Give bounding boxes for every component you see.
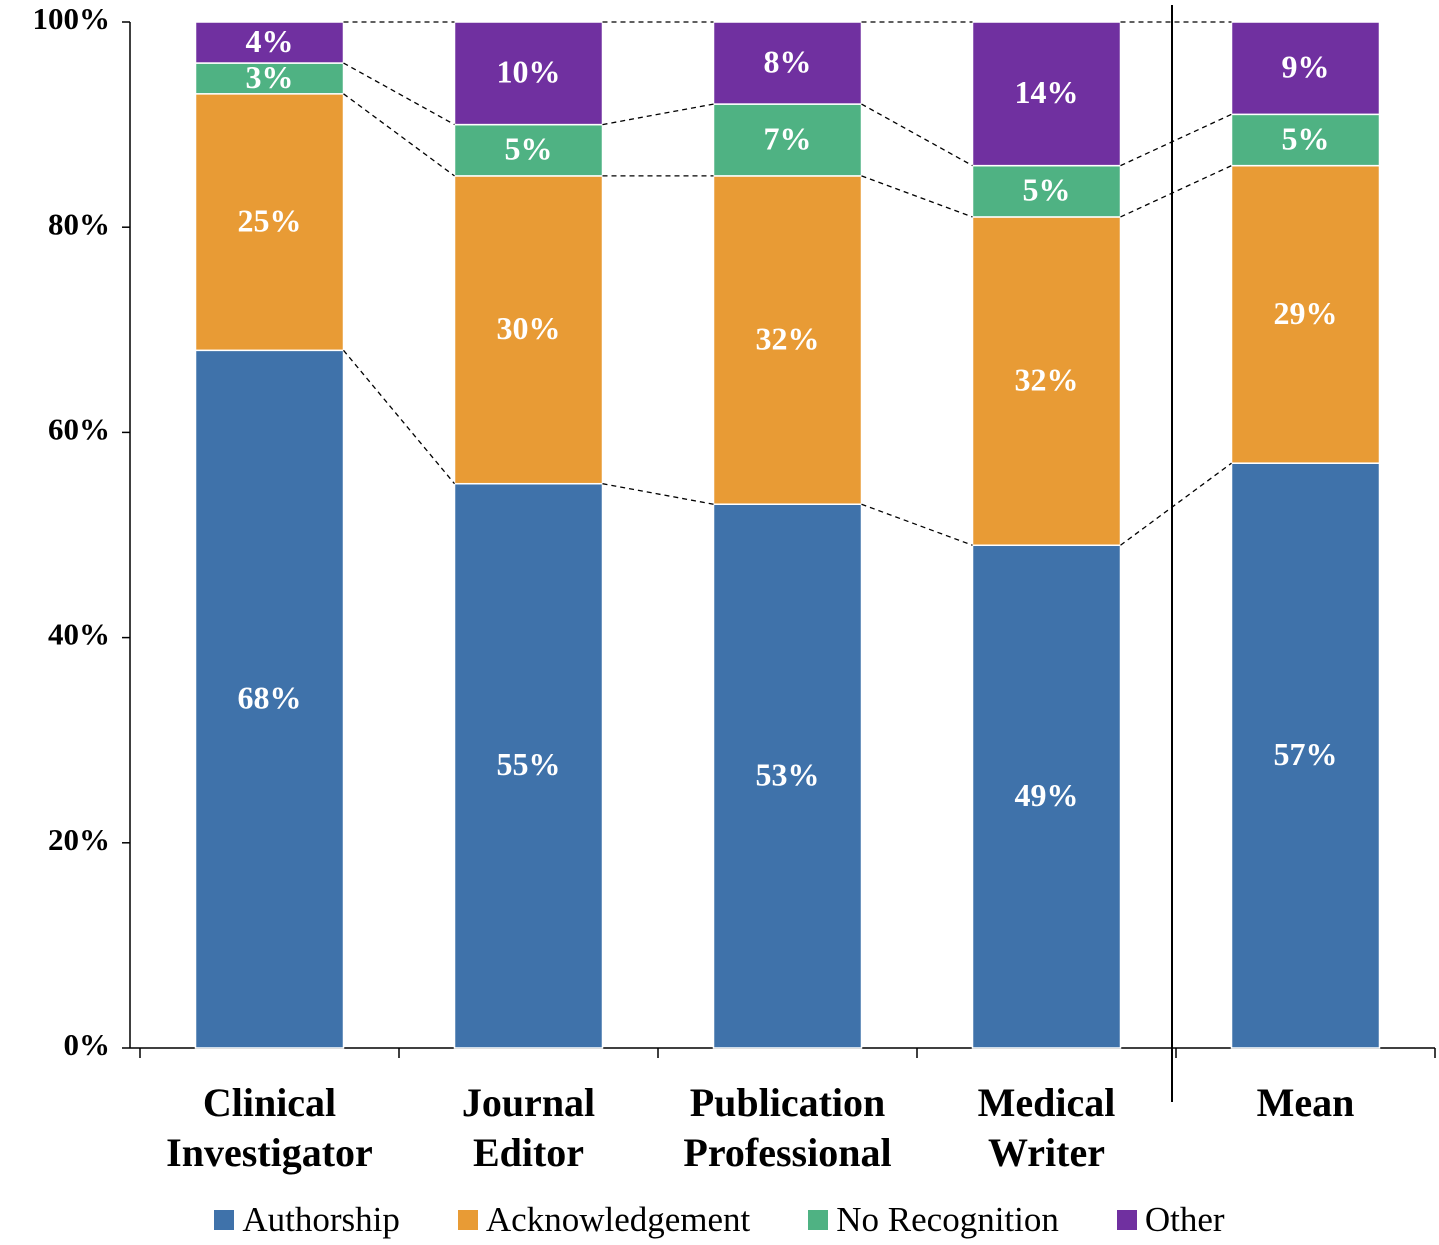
y-tick-label: 60%	[48, 412, 110, 447]
connector	[343, 93, 455, 177]
connector	[861, 175, 973, 218]
data-label: 25%	[238, 202, 302, 238]
bar-segment	[971, 216, 1122, 547]
data-label: 29%	[1274, 295, 1338, 331]
x-tick-label: Mean	[1256, 1080, 1355, 1125]
data-label: 7%	[764, 120, 812, 156]
y-tick-label: 0%	[64, 1027, 111, 1062]
legend: Authorship Acknowledgement No Recognition O…	[0, 1200, 1439, 1240]
data-label: 30%	[497, 310, 561, 346]
x-tick-label: Journal Editor	[461, 1080, 596, 1175]
bar-segment	[712, 503, 863, 1049]
data-label: 49%	[1015, 777, 1079, 813]
bar-segment	[194, 349, 345, 1049]
bar-segment	[1230, 164, 1381, 464]
bar-segment	[453, 175, 604, 485]
legend-item: No Recognition	[808, 1200, 1059, 1240]
data-label: 32%	[756, 320, 820, 356]
legend-item: Other	[1116, 1200, 1225, 1240]
data-label: 10%	[497, 54, 561, 90]
bar-segment	[971, 21, 1122, 167]
data-label: 55%	[497, 746, 561, 782]
connector	[1120, 113, 1232, 167]
bar-segment	[1230, 462, 1381, 1049]
x-tick-label: Medical Writer	[977, 1080, 1116, 1175]
connector	[1120, 462, 1232, 546]
connector	[861, 503, 973, 546]
bar-segment	[712, 21, 863, 105]
bar-segment	[194, 93, 345, 352]
y-tick-label: 40%	[48, 617, 110, 652]
connector	[602, 483, 714, 505]
connector	[343, 62, 455, 126]
data-label: 4%	[246, 23, 294, 59]
data-label: 5%	[1023, 172, 1071, 208]
data-label: 5%	[505, 131, 553, 167]
legend-item: Authorship	[214, 1200, 400, 1240]
bar-segment	[453, 482, 604, 1049]
bar-segment	[194, 62, 345, 95]
y-tick-label: 80%	[48, 206, 110, 241]
bar-segment	[712, 103, 863, 177]
connector	[861, 103, 973, 167]
bar-segment	[453, 21, 604, 126]
x-tick-label: Clinical Investigator	[166, 1080, 373, 1175]
data-label: 57%	[1274, 736, 1338, 772]
data-label: 8%	[764, 43, 812, 79]
legend-label: Authorship	[242, 1200, 400, 1239]
bar-segment	[1230, 113, 1381, 167]
legend-label: Acknowledgement	[485, 1200, 751, 1239]
y-tick-label: 20%	[48, 822, 110, 857]
bar-segment	[971, 164, 1122, 218]
connector	[1120, 165, 1232, 218]
data-label: 32%	[1015, 361, 1079, 397]
y-tick-label: 100%	[33, 1, 111, 36]
legend-swatch	[808, 1210, 829, 1230]
legend-swatch	[214, 1210, 235, 1230]
data-label: 68%	[238, 680, 302, 716]
legend-item: Acknowledgement	[457, 1200, 751, 1240]
data-label: 5%	[1282, 120, 1330, 156]
data-label: 3%	[246, 59, 294, 95]
bar-segment	[1230, 21, 1381, 116]
connector	[343, 349, 455, 485]
legend-swatch	[1116, 1210, 1137, 1230]
legend-label: No Recognition	[836, 1200, 1059, 1239]
legend-label: Other	[1144, 1200, 1225, 1239]
data-label: 14%	[1015, 74, 1079, 110]
x-tick-label: Publication Professional	[683, 1080, 892, 1175]
data-label: 9%	[1282, 49, 1330, 85]
bar-segment	[971, 544, 1122, 1049]
bar-segment	[712, 175, 863, 505]
data-label: 53%	[756, 756, 820, 792]
legend-swatch	[457, 1210, 478, 1230]
connector	[602, 103, 714, 126]
bar-segment	[194, 21, 345, 64]
